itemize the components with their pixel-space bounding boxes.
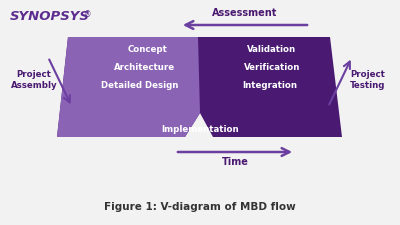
Text: Time: Time bbox=[222, 157, 248, 167]
Text: ®: ® bbox=[84, 10, 92, 19]
Text: Integration: Integration bbox=[242, 81, 298, 90]
Polygon shape bbox=[57, 37, 200, 137]
Text: Project
Assembly: Project Assembly bbox=[11, 70, 57, 90]
Text: Project
Testing: Project Testing bbox=[350, 70, 386, 90]
Polygon shape bbox=[57, 37, 342, 137]
Text: Architecture: Architecture bbox=[114, 63, 176, 72]
Text: Verification: Verification bbox=[244, 63, 300, 72]
Text: Figure 1: V-diagram of MBD flow: Figure 1: V-diagram of MBD flow bbox=[104, 202, 296, 212]
Text: SYNOPSYS: SYNOPSYS bbox=[10, 10, 90, 23]
Text: Detailed Design: Detailed Design bbox=[101, 81, 179, 90]
Text: Assessment: Assessment bbox=[212, 8, 278, 18]
Text: Concept: Concept bbox=[128, 45, 168, 54]
Text: Implementation: Implementation bbox=[161, 124, 239, 133]
Text: Validation: Validation bbox=[248, 45, 296, 54]
